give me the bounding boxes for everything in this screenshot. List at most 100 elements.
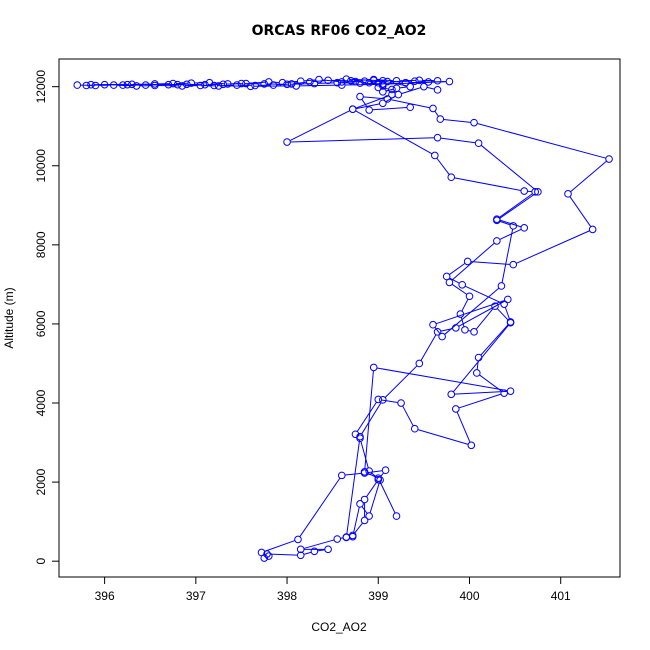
data-point (351, 77, 360, 86)
y-tick-label: 0 (34, 558, 48, 565)
data-point (265, 78, 273, 86)
data-point (493, 215, 501, 223)
data-point (452, 324, 460, 332)
data-point (605, 155, 613, 163)
series-line-segment (443, 118, 471, 123)
series-3 (348, 90, 539, 520)
data-point (164, 80, 173, 89)
series-line-segment (456, 411, 471, 443)
data-point (347, 76, 355, 85)
data-point (360, 516, 369, 525)
data-point (379, 99, 387, 108)
series-line-segment (417, 429, 469, 445)
data-point (392, 84, 401, 93)
data-point (379, 76, 387, 85)
data-point (337, 471, 346, 480)
data-point (504, 295, 512, 304)
data-point (73, 81, 82, 89)
data-point (91, 81, 100, 90)
series-line-segment (313, 80, 325, 83)
series-line-segment (451, 283, 468, 295)
series-line-segment (440, 137, 476, 144)
series-line-segment (480, 144, 536, 191)
series-line-segment (402, 405, 414, 427)
data-point (287, 80, 296, 88)
data-point (342, 75, 351, 83)
data-point (388, 85, 396, 94)
series-line-segment (379, 480, 396, 514)
series-line-segment (385, 80, 408, 87)
data-point (132, 82, 141, 90)
data-point (283, 138, 291, 146)
data-point (296, 551, 305, 560)
series-line-segment (303, 539, 335, 549)
data-point (294, 535, 302, 544)
data-point (374, 474, 383, 482)
data-point (251, 81, 259, 90)
series-line-segment (294, 81, 307, 85)
data-point (214, 82, 223, 90)
data-point (379, 396, 387, 404)
data-point (379, 82, 387, 90)
data-point (397, 399, 405, 407)
data-point (356, 432, 364, 441)
data-point (433, 328, 442, 336)
data-point (406, 103, 414, 112)
series-line-segment (449, 277, 460, 284)
data-point (324, 545, 332, 554)
data-point (431, 151, 439, 160)
data-point (219, 80, 227, 89)
data-point (269, 81, 278, 89)
data-point (205, 78, 214, 87)
data-point (356, 500, 364, 508)
chart-title: ORCAS RF06 CO2_AO2 (252, 23, 427, 39)
data-point (433, 76, 442, 85)
series-line-segment (501, 229, 514, 283)
series-line-segment (361, 99, 368, 108)
series-line-segment (345, 472, 362, 476)
data-point (87, 80, 95, 89)
series-line-segment (434, 110, 439, 117)
series-line-segment (454, 390, 508, 395)
data-point (474, 353, 483, 362)
y-tick-label: 12000 (34, 70, 48, 104)
y-axis: 0 2000 4000 6000 8000 10000 12000 (34, 70, 59, 565)
series-line-segment (470, 261, 511, 265)
data-point (306, 78, 314, 86)
data-point (223, 80, 232, 88)
data-point (356, 434, 364, 443)
data-point (178, 82, 186, 90)
data-point (433, 86, 442, 94)
data-point (242, 79, 250, 88)
data-point (406, 82, 414, 91)
data-point (292, 82, 300, 90)
data-point (201, 80, 209, 89)
series-line-segment (346, 439, 361, 535)
x-tick-label: 401 (551, 589, 571, 603)
series-line-segment (499, 219, 522, 228)
series-line-segment (285, 80, 298, 83)
series-line-segment (366, 482, 377, 498)
data-point (463, 257, 472, 266)
data-point (506, 318, 515, 327)
series-line-segment (360, 441, 369, 468)
data-point (415, 76, 424, 85)
series-line-segment (352, 506, 360, 534)
data-point (534, 188, 542, 196)
data-point (374, 395, 383, 404)
series-line-segment (264, 540, 296, 552)
series-line-segment (480, 324, 509, 356)
data-point (342, 533, 351, 542)
data-point (351, 430, 360, 439)
data-point (337, 81, 346, 89)
series-line-segment (499, 193, 536, 219)
series-line-segment (356, 401, 377, 432)
series-line-segment (458, 393, 502, 409)
series-1 (260, 92, 613, 562)
series-line-segment (317, 549, 325, 552)
data-point (257, 548, 266, 557)
data-point (420, 82, 428, 91)
data-point (424, 78, 433, 86)
plot-frame (58, 58, 621, 578)
